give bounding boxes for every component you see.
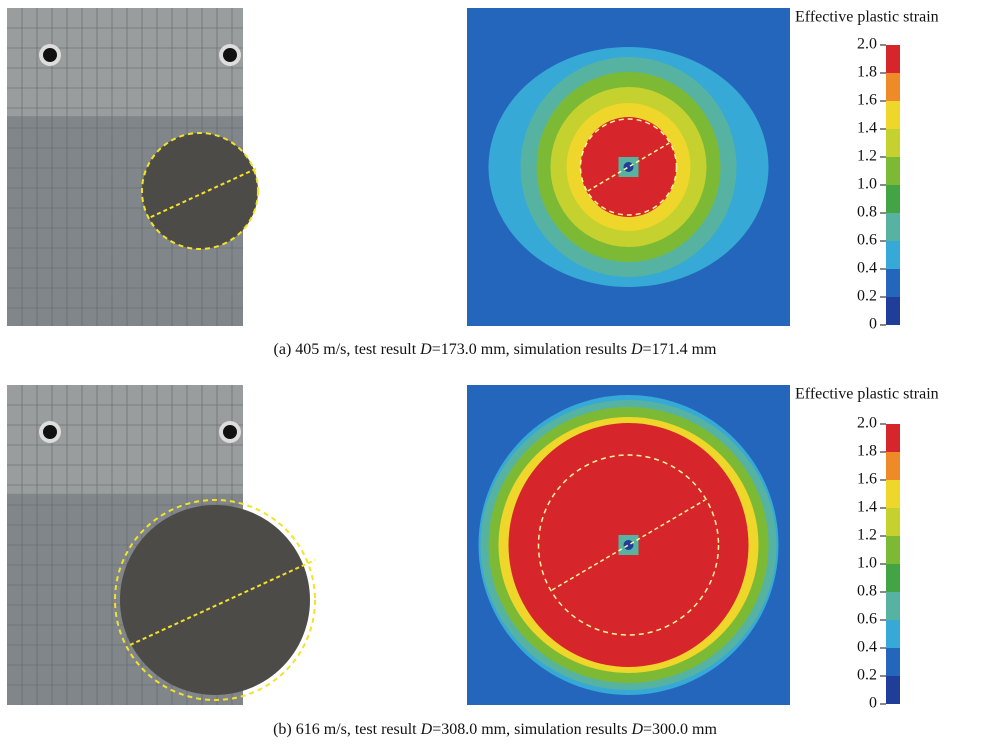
bolt-hole bbox=[223, 425, 237, 439]
colorbar-tick-label: 1.6 bbox=[857, 471, 877, 488]
caption-part: =308.0 mm, simulation results bbox=[432, 721, 631, 738]
colorbar-segment bbox=[886, 452, 900, 480]
simulation-contour bbox=[467, 8, 790, 326]
colorbar-segment bbox=[886, 424, 900, 452]
caption: (b) 616 m/s, test result D=308.0 mm, sim… bbox=[273, 721, 717, 738]
caption-part: D bbox=[630, 721, 643, 738]
bolt-hole bbox=[43, 48, 57, 62]
colorbar-title: Effective plastic strain bbox=[795, 386, 939, 403]
colorbar-tick-label: 0.2 bbox=[857, 667, 877, 684]
caption-part: D bbox=[419, 341, 432, 358]
colorbar-segment bbox=[886, 73, 900, 101]
colorbar-segment bbox=[886, 648, 900, 676]
colorbar-tick-label: 0.2 bbox=[857, 288, 877, 305]
simulation-contour bbox=[467, 385, 790, 705]
colorbar-segment bbox=[886, 564, 900, 592]
colorbar-tick-label: 1.4 bbox=[857, 499, 877, 516]
colorbar-tick-label: 2.0 bbox=[857, 415, 877, 432]
colorbar-tick-label: 0.6 bbox=[857, 232, 877, 249]
colorbar-tick-label: 0 bbox=[869, 316, 877, 333]
colorbar-tick-label: 1.2 bbox=[857, 148, 877, 165]
colorbar-segment bbox=[886, 297, 900, 325]
test-photo bbox=[7, 8, 258, 326]
sim-hole bbox=[624, 162, 634, 172]
colorbar-tick-label: 1.4 bbox=[857, 120, 877, 137]
colorbar-segment bbox=[886, 101, 900, 129]
colorbar-tick-label: 0.8 bbox=[857, 204, 877, 221]
colorbar-segment bbox=[886, 676, 900, 704]
bolt-hole bbox=[43, 425, 57, 439]
colorbar-tick-label: 0.4 bbox=[857, 260, 877, 277]
colorbar-tick-label: 0.6 bbox=[857, 611, 877, 628]
colorbar-tick-label: 1.6 bbox=[857, 92, 877, 109]
colorbar-segment bbox=[886, 185, 900, 213]
test-photo bbox=[7, 385, 315, 705]
colorbar-tick-label: 0.4 bbox=[857, 639, 877, 656]
colorbar-segment bbox=[886, 241, 900, 269]
caption-part: D bbox=[630, 341, 643, 358]
figure: Effective plastic strain 0 0.2 0.4 0.6 0.8 1.0… bbox=[0, 0, 991, 745]
colorbar-segment bbox=[886, 620, 900, 648]
colorbar-tick-label: 1.2 bbox=[857, 527, 877, 544]
caption-part: (b) 616 m/s, test result bbox=[273, 721, 421, 738]
colorbar-segment bbox=[886, 592, 900, 620]
colorbar-tick-label: 2.0 bbox=[857, 36, 877, 53]
caption: (a) 405 m/s, test result D=173.0 mm, sim… bbox=[274, 341, 717, 358]
caption-part: (a) 405 m/s, test result bbox=[274, 341, 421, 358]
bolt-hole bbox=[223, 48, 237, 62]
sim-hole bbox=[624, 540, 634, 550]
colorbar-segment bbox=[886, 45, 900, 73]
caption-part: =173.0 mm, simulation results bbox=[432, 341, 631, 358]
colorbar-segment bbox=[886, 508, 900, 536]
caption-part: =171.4 mm bbox=[643, 341, 717, 358]
colorbar-tick-label: 0 bbox=[869, 695, 877, 712]
crater bbox=[120, 505, 310, 695]
colorbar-tick-label: 1.0 bbox=[857, 176, 877, 193]
colorbar-segment bbox=[886, 213, 900, 241]
colorbar-segment bbox=[886, 480, 900, 508]
colorbar-segment bbox=[886, 269, 900, 297]
colorbar-tick-label: 1.8 bbox=[857, 64, 877, 81]
colorbar-tick-label: 0.8 bbox=[857, 583, 877, 600]
colorbar-segment bbox=[886, 129, 900, 157]
colorbar-tick-label: 1.0 bbox=[857, 555, 877, 572]
colorbar-title: Effective plastic strain bbox=[795, 9, 939, 26]
caption-part: D bbox=[420, 721, 433, 738]
colorbar-segment bbox=[886, 157, 900, 185]
colorbar-segment bbox=[886, 536, 900, 564]
colorbar-tick-label: 1.8 bbox=[857, 443, 877, 460]
caption-part: =300.0 mm bbox=[643, 721, 717, 738]
